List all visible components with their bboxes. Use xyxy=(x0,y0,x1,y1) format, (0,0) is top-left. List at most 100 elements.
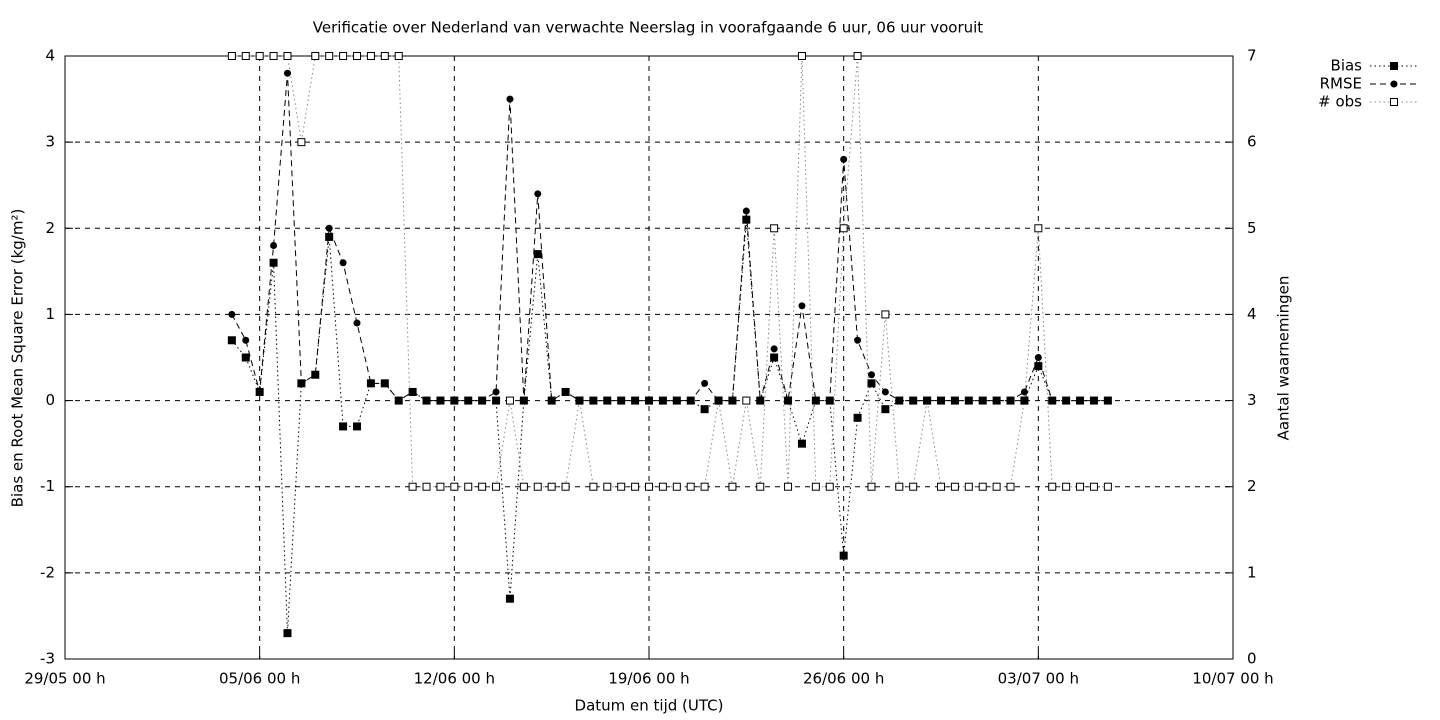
point xyxy=(450,396,459,405)
point xyxy=(589,482,598,491)
y2-tick-label: 5 xyxy=(1247,219,1257,237)
point xyxy=(547,482,556,491)
point xyxy=(353,52,361,60)
point xyxy=(937,396,945,405)
point xyxy=(478,482,487,491)
point xyxy=(797,52,806,60)
point xyxy=(825,396,834,405)
point xyxy=(1048,482,1057,491)
point xyxy=(672,482,681,491)
point xyxy=(353,319,361,327)
point xyxy=(533,482,542,491)
point xyxy=(533,250,542,259)
point xyxy=(311,370,320,379)
x-tick-label: 05/06 00 h xyxy=(219,670,300,688)
y2-tick-label: 0 xyxy=(1247,650,1257,668)
y-tick-label: -1 xyxy=(40,477,55,495)
point xyxy=(1089,482,1098,491)
point xyxy=(283,629,292,638)
y-tick-label: 4 xyxy=(45,47,55,65)
legend-label: # obs xyxy=(1318,93,1362,111)
point xyxy=(742,215,751,224)
point xyxy=(728,396,737,405)
point xyxy=(839,224,848,233)
point xyxy=(394,396,403,405)
point xyxy=(686,482,695,491)
x-tick-label: 10/07 00 h xyxy=(1192,670,1273,688)
y2-tick-label: 7 xyxy=(1247,47,1257,65)
y-tick-label: 0 xyxy=(45,391,55,409)
point xyxy=(950,482,959,491)
y2-tick-label: 6 xyxy=(1247,133,1257,151)
point xyxy=(422,482,431,491)
point xyxy=(589,396,598,405)
point xyxy=(631,396,640,405)
y2-tick-label: 3 xyxy=(1247,391,1257,409)
point xyxy=(353,422,361,431)
point xyxy=(464,482,473,491)
legend-label: Bias xyxy=(1331,57,1363,75)
y-tick-label: 3 xyxy=(45,133,55,151)
series-line xyxy=(231,73,1108,402)
y-tick-label: 2 xyxy=(45,219,55,237)
x-tick-label: 26/06 00 h xyxy=(803,670,884,688)
point xyxy=(366,52,375,60)
point xyxy=(992,482,1001,491)
point xyxy=(728,482,737,491)
point xyxy=(798,302,806,310)
point xyxy=(339,259,347,267)
point xyxy=(742,396,751,405)
point xyxy=(700,482,709,491)
point xyxy=(909,396,918,405)
point xyxy=(255,52,264,60)
point xyxy=(839,551,848,560)
point xyxy=(506,95,514,103)
point xyxy=(380,52,389,60)
point xyxy=(1076,482,1085,491)
point xyxy=(701,379,709,387)
point xyxy=(534,190,542,198)
point xyxy=(895,396,904,405)
point xyxy=(770,353,779,362)
point xyxy=(770,224,779,233)
point xyxy=(672,396,681,405)
point xyxy=(1034,224,1043,233)
point xyxy=(825,482,834,491)
point xyxy=(978,482,987,491)
x-tick-label: 12/06 00 h xyxy=(414,670,495,688)
point xyxy=(492,396,501,405)
y-tick-label: -2 xyxy=(40,563,55,581)
point xyxy=(978,396,987,405)
point xyxy=(436,482,445,491)
point xyxy=(909,482,918,491)
series-line xyxy=(231,219,1108,634)
point xyxy=(547,396,556,405)
point xyxy=(561,482,570,491)
point xyxy=(700,405,709,414)
point xyxy=(603,482,612,491)
point xyxy=(964,396,973,405)
point xyxy=(464,396,473,405)
point xyxy=(575,396,584,405)
point xyxy=(881,405,890,414)
point xyxy=(241,353,250,362)
point xyxy=(867,482,876,491)
point xyxy=(242,336,250,344)
point xyxy=(1076,396,1085,405)
point xyxy=(895,482,904,491)
point xyxy=(366,379,375,388)
y-tick-label: -3 xyxy=(40,650,55,668)
point xyxy=(228,310,236,318)
point xyxy=(492,388,500,396)
point xyxy=(450,482,459,491)
point xyxy=(1006,482,1015,491)
point xyxy=(436,396,445,405)
point xyxy=(505,594,514,603)
point xyxy=(283,69,291,77)
point xyxy=(1020,388,1028,396)
point xyxy=(325,232,334,241)
point xyxy=(227,52,236,60)
point xyxy=(853,413,862,422)
point xyxy=(756,396,765,405)
